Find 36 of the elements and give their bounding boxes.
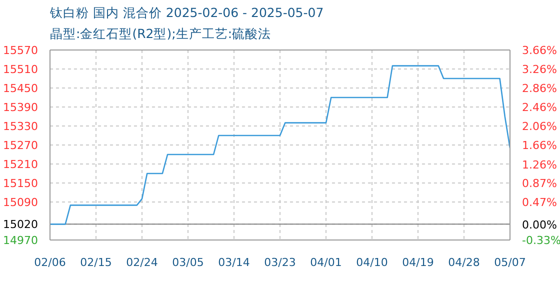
x-tick-label: 04/28 [448, 256, 480, 269]
line-series [50, 65, 510, 225]
y-tick-label: 15510 [3, 63, 38, 76]
x-tick-label: 05/07 [494, 256, 526, 269]
x-tick-label: 03/05 [172, 256, 204, 269]
x-tick-label: 02/15 [80, 256, 112, 269]
y-tick-label: 15570 [3, 44, 38, 57]
y-tick-label: 15390 [3, 101, 38, 114]
y2-tick-label: 3.66% [522, 44, 557, 57]
x-tick-label: 04/01 [310, 256, 342, 269]
y-tick-label: 15090 [3, 196, 38, 209]
x-tick-label: 04/10 [356, 256, 388, 269]
y2-tick-label: 0.00% [522, 218, 557, 232]
chart-subtitle: 晶型:金红石型(R2型);生产工艺:硫酸法 [50, 26, 272, 43]
y-tick-label: 15020 [3, 218, 38, 232]
y2-tick-label: 0.47% [522, 196, 557, 209]
y2-tick-label: 0.87% [522, 176, 557, 190]
x-tick-label: 03/14 [218, 256, 250, 269]
y2-tick-label: 2.06% [522, 120, 557, 134]
y2-tick-label: 2.86% [522, 82, 557, 96]
x-tick-label: 03/23 [264, 256, 296, 269]
y-tick-label: 15210 [3, 158, 38, 171]
y-tick-label: 15270 [3, 139, 38, 152]
y2-tick-label: 2.46% [522, 101, 557, 114]
chart-title: 钛白粉 国内 混合价 2025-02-06 - 2025-05-07 [50, 5, 324, 22]
y-tick-label: 15450 [3, 82, 38, 95]
y2-tick-label: 3.26% [522, 63, 557, 76]
y-tick-label: 15150 [3, 177, 38, 190]
y-tick-label: 15330 [3, 120, 38, 133]
x-tick-label: 02/24 [126, 256, 158, 269]
x-tick-label: 02/06 [34, 256, 66, 269]
y-tick-label: 14970 [3, 234, 38, 247]
x-tick-label: 04/19 [402, 256, 434, 269]
y2-tick-label: 1.66% [522, 139, 557, 152]
y2-tick-label: -0.33% [522, 234, 560, 247]
y2-tick-label: 1.26% [522, 158, 557, 172]
